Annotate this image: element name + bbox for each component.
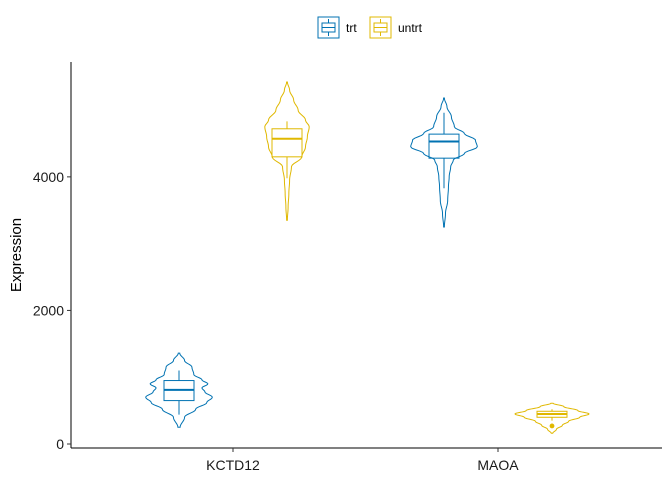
outlier-point [549,423,555,429]
y-tick-label: 0 [56,436,64,452]
violin-untrt-maoa [514,402,590,434]
plot-area [145,81,590,434]
legend-label: trt [346,21,357,35]
box [428,133,460,159]
y-axis-title: Expression [8,218,25,292]
violin-shape [145,352,213,428]
y-tick-label: 2000 [33,302,64,318]
x-tick-label: KCTD12 [206,457,260,473]
legend: trt untrt [317,16,423,39]
y-axis-ticks: 0 2000 4000 [33,169,71,452]
violin-trt-kctd12 [145,352,213,428]
x-tick-label: MAOA [477,457,519,473]
violin-trt-maoa [410,97,478,228]
legend-item-untrt: untrt [369,16,423,39]
violin-shape [514,402,590,434]
violin-shape [410,97,478,228]
legend-item-trt: trt [317,16,357,39]
y-tick-label: 4000 [33,169,64,185]
legend-key [369,16,392,39]
box [271,128,303,158]
x-axis-ticks: KCTD12 MAOA [206,448,519,473]
violin-shape [264,81,310,221]
legend-label: untrt [398,21,423,35]
violin-untrt-kctd12 [264,81,310,221]
legend-key [317,16,340,39]
